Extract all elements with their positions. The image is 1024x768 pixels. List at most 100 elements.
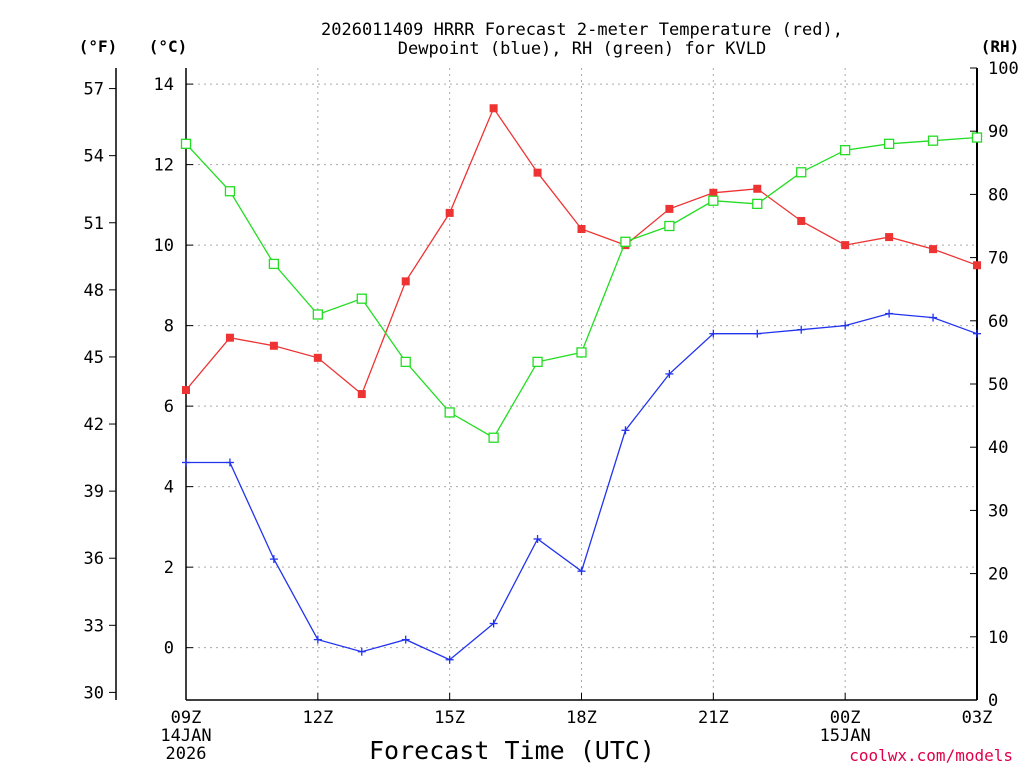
dewpoint-point [841,321,850,330]
temperature-point [709,188,718,197]
rh-point [356,293,367,304]
axes: 0 2 4 6 8 10 12 14 30 33 36 39 42 45 48 51 54 57 0 10 20 30 40… [84,59,1019,764]
dewpoint-point [621,426,630,435]
fahrenheit-axis-label: (°F) [79,37,118,56]
dewpoint-point [445,655,454,664]
x-tick-label: 03Z [962,708,993,728]
x-tick-label: 09Z [171,708,202,728]
dewpoint-point [313,635,322,644]
dewpoint-point [401,635,410,644]
x-tick-label: 15JAN [820,726,871,746]
rh-point [796,167,807,178]
dewpoint-point [973,329,981,338]
temperature-point [885,233,894,242]
rh-point [268,258,280,270]
celsius-axis-label: (°C) [149,37,188,56]
fahrenheit-tick-label: 51 [84,214,104,234]
temperature-point [357,390,366,399]
dewpoint-point [533,534,542,543]
rh-tick-label: 50 [988,375,1008,395]
dewpoint-point [357,647,366,656]
temperature-point [489,104,498,113]
temperature-point [182,386,190,395]
chart-title-line-2: Dewpoint (blue), RH (green) for KVLD [398,39,766,59]
dewpoint-point [577,567,586,576]
rh-point [664,220,675,232]
fahrenheit-tick-label: 39 [84,482,104,502]
x-tick-label: 00Z [830,708,861,728]
fahrenheit-tick-label: 42 [84,415,104,435]
watermark-text: coolwx.com/models [849,746,1013,765]
celsius-tick-label: 12 [154,156,174,176]
rh-tick-label: 10 [988,628,1008,648]
temperature-point [401,277,410,286]
dewpoint-point [929,313,938,322]
rh-tick-label: 90 [988,122,1008,142]
dewpoint-point [885,309,894,318]
grid-lines [185,68,978,700]
fahrenheit-tick-label: 54 [84,147,104,167]
rh-point [444,407,455,418]
temperature-point [973,261,981,270]
rh-tick-label: 30 [988,501,1008,521]
x-axis-title: Forecast Time (UTC) [369,736,655,765]
rh-point [400,356,411,368]
fahrenheit-tick-label: 33 [84,616,104,636]
celsius-tick-label: 4 [164,478,174,498]
dewpoint-point [225,458,234,467]
dewpoint-point [665,369,674,378]
celsius-tick-label: 14 [154,75,174,95]
fahrenheit-tick-label: 45 [84,348,104,368]
rh-tick-label: 20 [988,565,1008,585]
rh-point [971,132,983,143]
temperature-point [797,216,806,225]
chart-title-line-1: 2026011409 HRRR Forecast 2-meter Tempera… [321,20,843,40]
temperature-point [313,353,322,362]
dewpoint-point [797,325,806,334]
rh-point [752,198,763,210]
temperature-point [929,245,938,254]
x-tick-label: 12Z [302,708,333,728]
temperature-point [841,241,850,250]
temperature-point [665,204,674,213]
fahrenheit-tick-label: 57 [84,80,104,100]
rh-point [488,432,499,443]
rh-tick-label: 80 [988,185,1008,205]
celsius-tick-label: 10 [154,236,174,256]
dewpoint-point [753,329,762,338]
rh-tick-label: 0 [988,691,998,711]
dewpoint-point [709,329,718,338]
rh-tick-label: 100 [988,59,1019,79]
fahrenheit-tick-label: 30 [84,683,104,703]
dewpoint-point [489,619,498,628]
rh-point [840,145,851,156]
temperature-point [225,333,234,342]
rh-point [532,356,543,368]
x-tick-label: 2026 [166,744,207,764]
x-tick-label: 18Z [566,708,597,728]
temperature-point [753,184,762,193]
rh-point [883,138,895,149]
fahrenheit-tick-label: 48 [84,281,104,301]
celsius-tick-label: 8 [164,317,174,337]
temperature-point [445,208,454,217]
rh-point [620,236,631,247]
celsius-tick-label: 0 [164,639,174,659]
rh-point [180,138,192,149]
rh-tick-label: 70 [988,249,1008,269]
x-tick-label: 14JAN [160,726,211,746]
rh-point [224,186,236,197]
celsius-tick-label: 6 [164,397,174,417]
celsius-tick-label: 2 [164,558,174,578]
rh-tick-label: 40 [988,438,1008,458]
temperature-point [533,168,542,177]
temperature-point [269,341,278,350]
rh-point [927,135,939,146]
rh-point [708,195,719,206]
series-layer [180,104,983,664]
temperature-point [577,225,586,234]
dewpoint-point [182,458,190,467]
rh-axis-label: (RH) [981,37,1020,56]
rh-point [576,347,587,358]
